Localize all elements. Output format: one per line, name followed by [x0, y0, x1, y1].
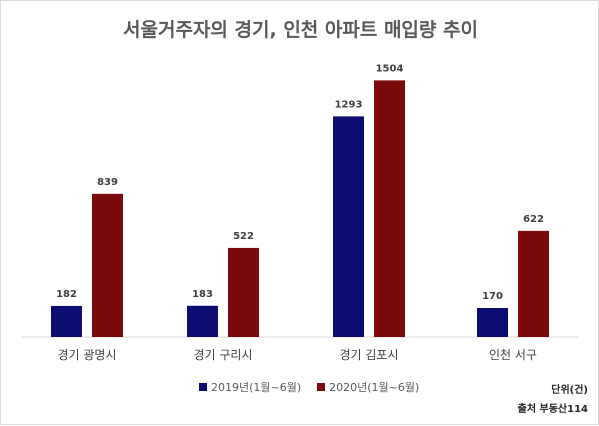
- bar-0-0: [51, 305, 82, 337]
- bar-3-1: [518, 230, 549, 337]
- legend-item-2020: 2020년(1월~6월): [317, 379, 419, 395]
- chart-title: 서울거주자의 경기, 인천 아파트 매입량 추이: [123, 19, 478, 41]
- legend-swatch-2019: [199, 383, 207, 391]
- data-label-0-1: 839: [97, 177, 118, 188]
- bar-1-0: [187, 305, 218, 337]
- legend-item-2019: 2019년(1월~6월): [199, 379, 301, 395]
- bar-3-0: [477, 307, 508, 337]
- data-label-2-1: 1504: [376, 63, 404, 74]
- data-label-3-0: 170: [482, 291, 503, 302]
- category-label-3: 인천 서구: [489, 347, 537, 362]
- data-label-1-0: 183: [192, 289, 213, 300]
- bar-1-1: [228, 247, 259, 337]
- data-label-3-1: 622: [523, 214, 544, 225]
- legend: 2019년(1월~6월) 2020년(1월~6월): [199, 379, 435, 395]
- legend-swatch-2020: [317, 383, 326, 391]
- bars-layer: [51, 80, 549, 338]
- data-label-2-0: 1293: [335, 99, 363, 110]
- unit-note: 단위(건): [551, 385, 588, 396]
- bar-0-1: [92, 193, 123, 337]
- legend-label-2019: 2019년(1월~6월): [211, 381, 302, 394]
- source-note: 출처 부동산114: [517, 404, 588, 415]
- bar-2-1: [374, 80, 405, 337]
- labels-layer: 182 839 경기 광명시 183 522 경기 구리시 1293 1504 경기 김포시 17…: [56, 63, 544, 362]
- data-label-1-1: 522: [233, 231, 254, 242]
- bar-2-0: [333, 116, 364, 338]
- data-label-0-0: 182: [56, 289, 77, 300]
- legend-label-2020: 2020년(1월~6월): [329, 381, 420, 394]
- category-label-2: 경기 김포시: [339, 348, 398, 362]
- category-label-1: 경기 구리시: [193, 348, 252, 362]
- category-label-0: 경기 광명시: [57, 348, 116, 362]
